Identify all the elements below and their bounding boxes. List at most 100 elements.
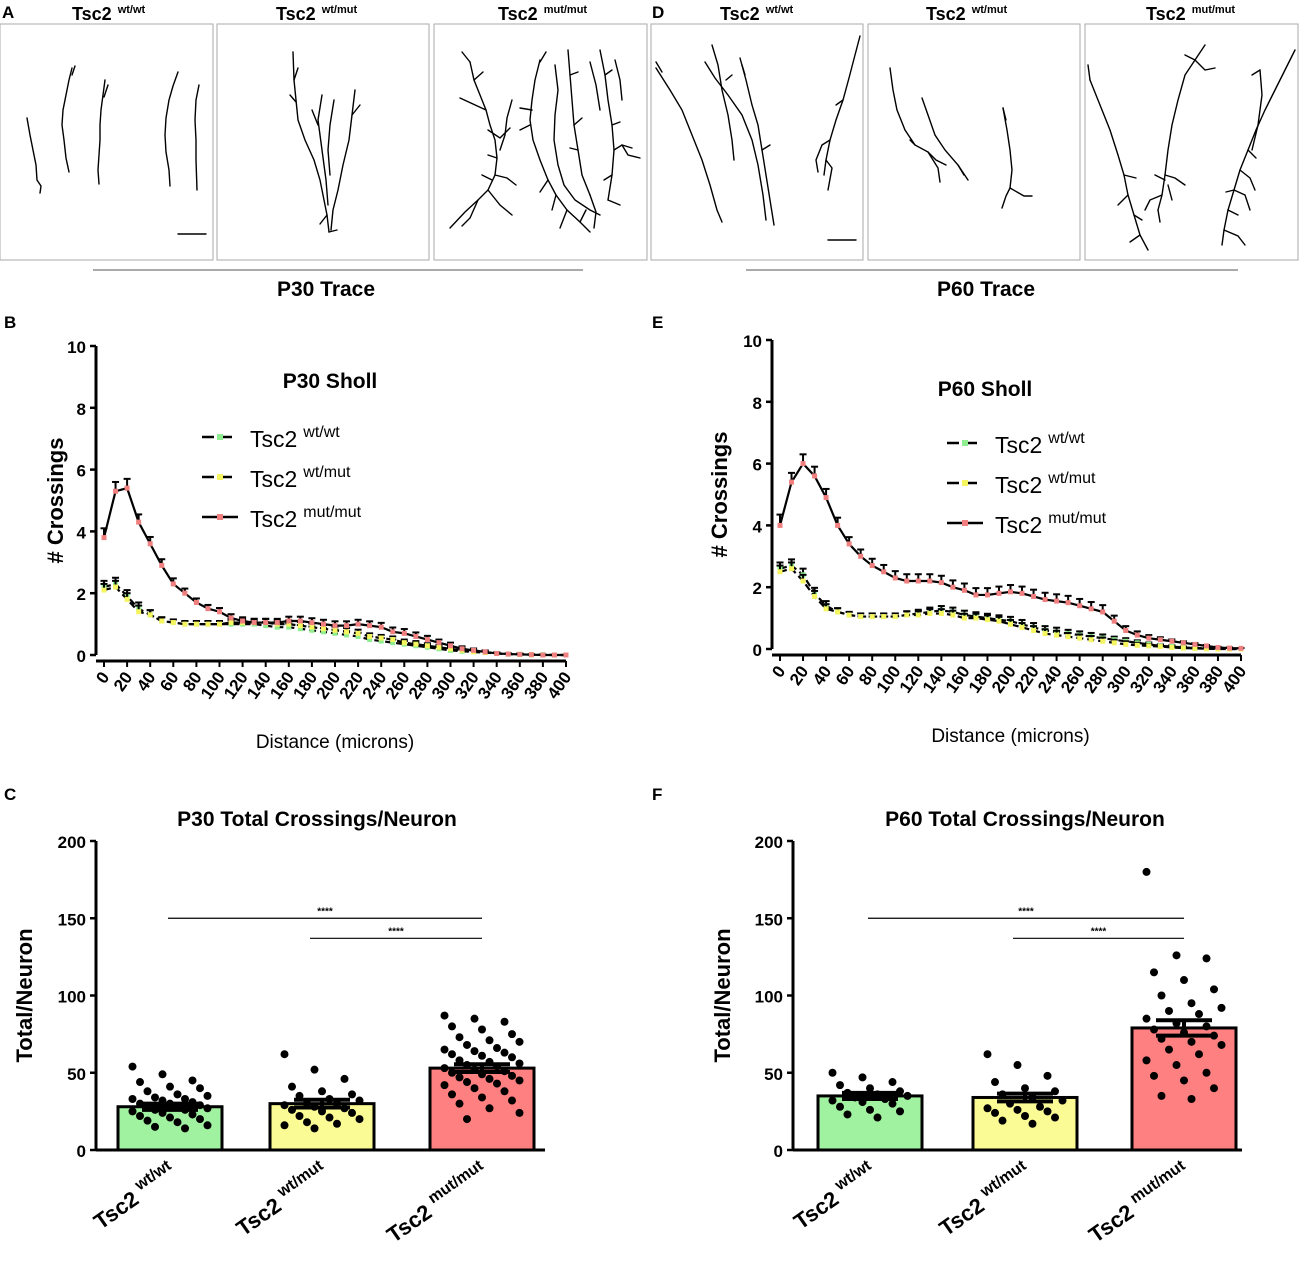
individual-neuron-point xyxy=(166,1082,174,1091)
individual-neuron-point xyxy=(1150,1071,1158,1080)
data-point xyxy=(355,630,361,636)
individual-neuron-point xyxy=(143,1087,152,1096)
individual-neuron-point xyxy=(500,1017,509,1026)
individual-neuron-point xyxy=(151,1122,159,1131)
individual-neuron-point xyxy=(440,1064,449,1073)
y-tick-label: 6 xyxy=(77,462,86,481)
data-point xyxy=(113,584,119,590)
legend-entry: Tsc2 mut/mut xyxy=(995,510,1107,538)
individual-neuron-point xyxy=(1195,1050,1203,1059)
data-point xyxy=(1031,627,1037,633)
data-point xyxy=(136,609,142,615)
trace-box-p60-wt-mut xyxy=(867,23,1081,261)
data-point xyxy=(858,614,864,620)
data-point xyxy=(436,640,442,646)
trace-header-mut-mut: Tsc2 mut/mut xyxy=(498,4,587,24)
data-point xyxy=(973,615,979,621)
individual-neuron-point xyxy=(998,1116,1007,1125)
data-point xyxy=(378,638,384,644)
individual-neuron-point xyxy=(463,1078,471,1087)
individual-neuron-point xyxy=(463,1040,471,1049)
data-point xyxy=(1065,634,1071,640)
data-point xyxy=(1111,618,1117,624)
individual-neuron-point xyxy=(478,1025,486,1034)
data-point xyxy=(286,621,292,627)
data-point xyxy=(459,646,465,652)
individual-neuron-point xyxy=(493,1044,501,1053)
data-point xyxy=(367,637,373,643)
individual-neuron-point xyxy=(463,1115,471,1124)
data-point xyxy=(228,615,234,621)
data-point xyxy=(1054,632,1060,638)
dendrite-trace-p60-wt-wt xyxy=(655,35,861,241)
individual-neuron-point xyxy=(295,1112,304,1121)
individual-neuron-point xyxy=(500,1048,509,1057)
data-point xyxy=(332,627,338,633)
legend-swatch-marker xyxy=(962,480,968,486)
data-point xyxy=(390,629,396,635)
individual-neuron-point xyxy=(355,1096,364,1105)
data-point xyxy=(378,635,384,641)
significance-stars: **** xyxy=(1018,906,1034,917)
individual-neuron-point xyxy=(1165,1045,1173,1054)
trace-box-p60-wt-wt xyxy=(650,23,864,261)
data-point xyxy=(274,624,280,630)
individual-neuron-point xyxy=(173,1118,182,1127)
data-point xyxy=(448,646,453,652)
data-point xyxy=(101,535,107,541)
bar-wt-wt xyxy=(816,1094,924,1152)
data-point xyxy=(881,614,887,620)
individual-neuron-point xyxy=(515,1037,524,1046)
individual-neuron-point xyxy=(181,1124,189,1133)
individual-neuron-point xyxy=(828,1068,837,1077)
data-point xyxy=(789,479,795,485)
individual-neuron-point xyxy=(448,1090,456,1099)
data-point xyxy=(448,643,453,649)
legend-entry: Tsc2 wt/wt xyxy=(995,430,1085,458)
data-point xyxy=(240,618,246,624)
y-tick-label: 0 xyxy=(774,1142,783,1161)
data-point xyxy=(1077,635,1083,641)
individual-neuron-point xyxy=(470,1047,479,1056)
y-tick-label: 0 xyxy=(77,1142,86,1161)
data-point xyxy=(124,485,130,491)
data-point xyxy=(182,590,188,596)
y-tick-label: 0 xyxy=(753,641,762,660)
individual-neuron-point xyxy=(485,1074,494,1083)
individual-neuron-point xyxy=(440,1045,449,1054)
panel-label-b: B xyxy=(4,313,16,332)
individual-neuron-point xyxy=(196,1115,204,1124)
y-tick-label: 200 xyxy=(755,833,783,852)
data-point xyxy=(540,652,546,658)
series-wt-mut xyxy=(776,561,1244,652)
y-tick-label: 150 xyxy=(755,910,783,929)
legend-swatch-marker xyxy=(962,520,968,526)
y-tick-label: 4 xyxy=(753,517,763,536)
individual-neuron-point xyxy=(991,1078,999,1087)
trace-header-wt-mut: Tsc2 wt/mut xyxy=(276,4,357,24)
data-point xyxy=(124,596,130,602)
individual-neuron-point xyxy=(128,1107,137,1116)
data-point xyxy=(812,593,818,599)
individual-neuron-point xyxy=(1172,951,1181,960)
data-point xyxy=(777,522,783,528)
y-tick-label: 100 xyxy=(58,988,86,1007)
trace-panel-right: D Tsc2 wt/wt Tsc2 wt/mut Tsc2 mut/mut xyxy=(650,3,1299,301)
data-point xyxy=(1203,646,1209,652)
data-point xyxy=(332,623,338,629)
individual-neuron-point xyxy=(333,1119,341,1128)
individual-neuron-point xyxy=(136,1112,144,1121)
data-point xyxy=(938,610,944,616)
individual-neuron-point xyxy=(1180,1076,1188,1085)
x-tick-label: 60 xyxy=(832,662,858,688)
data-point xyxy=(1111,640,1117,646)
y-tick-label: 10 xyxy=(743,332,762,351)
data-point xyxy=(915,612,921,618)
dendrite-trace-p60-wt-mut xyxy=(889,67,1033,209)
individual-neuron-point xyxy=(455,1099,464,1108)
individual-neuron-point xyxy=(1043,1071,1052,1080)
data-point xyxy=(378,624,384,630)
data-point xyxy=(938,580,944,586)
individual-neuron-point xyxy=(188,1110,197,1119)
individual-neuron-point xyxy=(1202,1068,1211,1077)
